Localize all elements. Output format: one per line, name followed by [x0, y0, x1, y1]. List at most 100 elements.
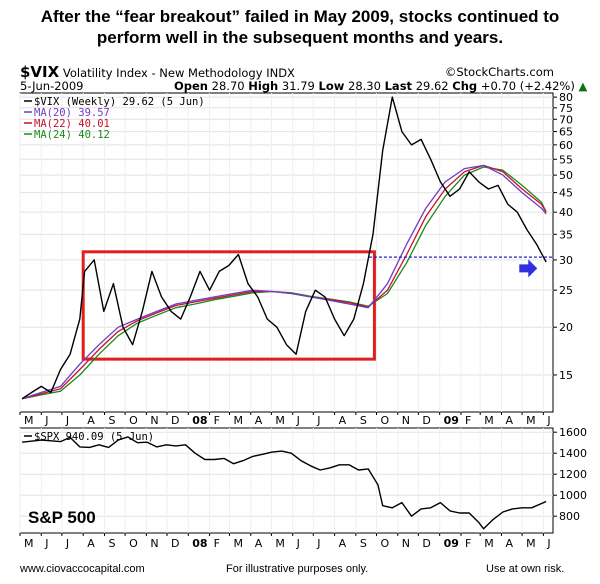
quote-date: 5-Jun-2009 [20, 79, 84, 93]
y-tick-label: 1000 [559, 489, 587, 502]
symbol-header: $VIX Volatility Index - New Methodology … [20, 63, 295, 81]
chg-label: Chg [452, 79, 478, 93]
x-tick-label: O [129, 537, 138, 550]
x-tick-label: F [214, 414, 220, 427]
symbol-description: Volatility Index - New Methodology [62, 66, 263, 80]
x-tick-label: S [360, 537, 367, 550]
x-tick-label: A [339, 414, 347, 427]
x-tick-label: S [108, 537, 115, 550]
x-tick-label: N [402, 537, 410, 550]
exchange: INDX [266, 66, 295, 80]
open-label: Open [174, 79, 208, 93]
x-tick-label: D [422, 414, 430, 427]
x-tick-label: A [255, 537, 263, 550]
x-tick-label: J [546, 537, 550, 550]
chg-value: +0.70 (+2.42%) [480, 79, 575, 93]
x-tick-label: 09 [444, 537, 459, 550]
low-value: 28.30 [348, 79, 381, 93]
legend-entry-ma24: MA(24) 40.12 [34, 129, 110, 141]
y-tick-label: 75 [559, 102, 573, 115]
x-tick-label: M [275, 414, 285, 427]
x-tick-label: F [214, 537, 220, 550]
x-tick-label: F [465, 537, 471, 550]
x-tick-label: 08 [192, 414, 207, 427]
panel-label: S&P 500 [28, 508, 96, 527]
y-tick-label: 1600 [559, 426, 587, 439]
x-tick-label: F [465, 414, 471, 427]
x-tick-label: D [171, 537, 179, 550]
x-tick-label: J [65, 414, 69, 427]
x-tick-label: M [233, 414, 243, 427]
y-tick-label: 800 [559, 510, 580, 523]
x-tick-label: N [150, 414, 158, 427]
x-tick-label: M [275, 537, 285, 550]
x-tick-label: M [24, 414, 34, 427]
x-tick-label: A [505, 537, 513, 550]
x-tick-label: S [360, 414, 367, 427]
headline-line-2: perform well in the subsequent months an… [96, 28, 504, 47]
headline-line-1: After the “fear breakout” failed in May … [40, 7, 560, 26]
x-tick-label: 09 [444, 414, 459, 427]
x-tick-label: 08 [192, 537, 207, 550]
x-tick-label: J [296, 537, 300, 550]
x-tick-label: D [171, 414, 179, 427]
y-tick-label: 45 [559, 187, 573, 200]
x-tick-label: M [233, 537, 243, 550]
y-tick-label: 1200 [559, 468, 587, 481]
ma20-line [21, 164, 547, 400]
footer-risk: Use at own risk. [486, 563, 565, 575]
x-tick-label: M [526, 537, 536, 550]
source-credit: ©StockCharts.com [444, 65, 554, 79]
vix-line [21, 96, 547, 400]
y-tick-label: 40 [559, 206, 573, 219]
y-tick-label: 80 [559, 91, 573, 104]
y-tick-label: 1400 [559, 447, 587, 460]
x-tick-label: A [87, 537, 95, 550]
x-tick-label: M [484, 537, 494, 550]
x-tick-label: A [87, 414, 95, 427]
x-tick-label: J [316, 414, 320, 427]
right-arrow-icon [519, 259, 538, 278]
x-tick-label: A [505, 414, 513, 427]
footer-disclaimer: For illustrative purposes only. [226, 563, 369, 575]
x-tick-label: M [484, 414, 494, 427]
y-tick-label: 55 [559, 153, 573, 166]
y-tick-label: 30 [559, 254, 573, 267]
symbol: $VIX [20, 63, 60, 81]
high-value: 31.79 [281, 79, 315, 93]
x-tick-label: N [150, 537, 158, 550]
legend-entry-spx: $SPX 940.09 (5 Jun) [34, 431, 154, 443]
chart-headline: After the “fear breakout” failed in May … [0, 6, 600, 48]
last-value: 29.62 [415, 79, 449, 93]
x-tick-label: D [422, 537, 430, 550]
high-label: High [248, 79, 279, 93]
x-tick-label: J [44, 414, 48, 427]
y-tick-label: 65 [559, 126, 573, 139]
legend-entry-ma20: MA(20) 39.57 [34, 107, 110, 119]
spx-line [22, 436, 547, 530]
x-tick-label: A [339, 537, 347, 550]
highlight-box [81, 250, 376, 361]
y-tick-label: 60 [559, 139, 573, 152]
footer-website: www.ciovaccocapital.com [20, 563, 145, 575]
last-label: Last [384, 79, 413, 93]
low-label: Low [318, 79, 345, 93]
x-tick-label: M [24, 537, 34, 550]
x-tick-label: J [316, 537, 320, 550]
ma22-line [21, 164, 547, 400]
legend-entry-vix: $VIX (Weekly) 29.62 (5 Jun) [34, 96, 205, 108]
x-tick-label: J [546, 414, 550, 427]
y-tick-label: 25 [559, 284, 573, 297]
y-tick-label: 15 [559, 369, 573, 382]
y-tick-label: 20 [559, 321, 573, 334]
y-tick-label: 35 [559, 228, 573, 241]
open-value: 28.70 [211, 79, 245, 93]
x-tick-label: O [380, 414, 389, 427]
x-tick-label: N [402, 414, 410, 427]
y-tick-label: 50 [559, 169, 573, 182]
x-tick-label: S [108, 414, 115, 427]
x-tick-label: J [65, 537, 69, 550]
